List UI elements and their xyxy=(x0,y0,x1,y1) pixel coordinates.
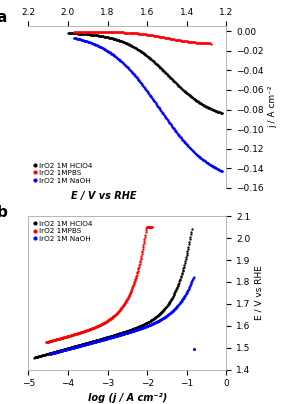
Text: E / V vs RHE: E / V vs RHE xyxy=(70,191,136,201)
Text: a: a xyxy=(0,10,7,25)
Y-axis label: j / A cm⁻²: j / A cm⁻² xyxy=(268,86,277,128)
Text: b: b xyxy=(0,205,7,221)
Legend: IrO2 1M HClO4, IrO2 1MPBS, IrO2 1M NaOH: IrO2 1M HClO4, IrO2 1MPBS, IrO2 1M NaOH xyxy=(32,220,93,242)
Y-axis label: E / V vs RHE: E / V vs RHE xyxy=(255,265,264,320)
X-axis label: log (j / A cm⁻²): log (j / A cm⁻²) xyxy=(88,393,167,402)
Legend: IrO2 1M HClO4, IrO2 1MPBS, IrO2 1M NaOH: IrO2 1M HClO4, IrO2 1MPBS, IrO2 1M NaOH xyxy=(32,162,93,184)
